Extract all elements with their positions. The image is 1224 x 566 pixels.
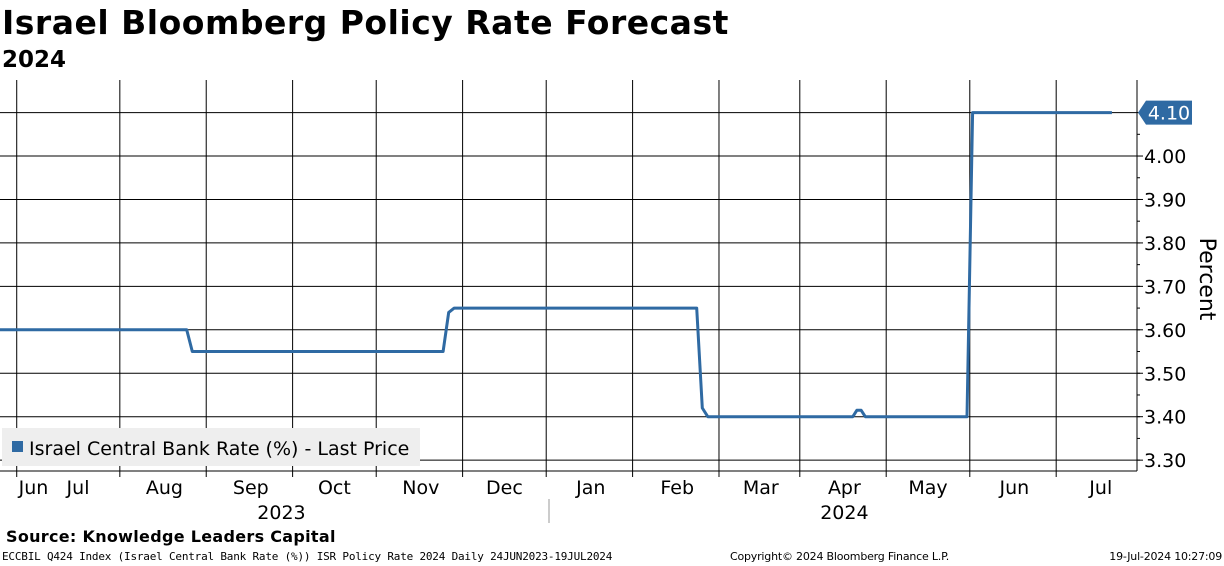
year-label: 2024 [820, 502, 868, 524]
copyright: Copyright© 2024 Bloomberg Finance L.P. [730, 550, 950, 563]
x-tick-label: Jun [18, 477, 49, 499]
x-tick-labels: Jun Jul Aug Sep Oct Nov Dec Jan Feb Mar Apr May Jun J… [16, 471, 1112, 499]
y-tick-labels: 3.30 3.40 3.50 3.60 3.70 3.80 3.90 4.00 [1137, 112, 1186, 472]
last-price-tag-bg [1138, 100, 1192, 125]
x-tick-label: Sep [233, 477, 269, 499]
x-tick-label: Dec [486, 477, 523, 499]
legend-bg [2, 428, 420, 466]
x-tick-label: Jul [1088, 477, 1112, 499]
y-tick-label: 3.40 [1144, 407, 1186, 429]
chart-title: Israel Bloomberg Policy Rate Forecast [2, 3, 729, 42]
x-tick-label: Jun [999, 477, 1030, 499]
x-tick-label: Nov [402, 477, 439, 499]
series-line [0, 111, 1112, 419]
x-tick-label: Feb [660, 477, 694, 499]
x-tick-label: Jan [575, 477, 605, 499]
x-tick-label: Apr [828, 477, 861, 499]
ticker-info: ECCBIL Q424 Index (Israel Central Bank R… [2, 550, 613, 563]
last-price-tag-label: 4.10 [1148, 103, 1190, 125]
chart-subtitle: 2024 [2, 47, 67, 73]
legend: Israel Central Bank Rate (%) - Last Pric… [2, 428, 420, 466]
x-tick-label: Jul [66, 477, 90, 499]
y-tick-label: 3.90 [1144, 189, 1186, 211]
y-tick-label: 4.00 [1144, 146, 1186, 168]
y-tick-label: 3.60 [1144, 320, 1186, 342]
x-tick-label: May [908, 477, 947, 499]
y-tick-label: 3.80 [1144, 233, 1186, 255]
timestamp: 19-Jul-2024 10:27:09 [1109, 550, 1222, 563]
y-tick-label: 3.30 [1144, 450, 1186, 472]
x-tick-label: Oct [318, 477, 351, 499]
year-label: 2023 [257, 502, 305, 524]
y-tick-label: 3.50 [1144, 363, 1186, 385]
y-tick-label: 3.70 [1144, 276, 1186, 298]
last-price-tag: 4.10 [1138, 100, 1192, 125]
legend-swatch [12, 441, 23, 452]
y-axis-title: Percent [1194, 238, 1219, 321]
x-tick-label: Aug [146, 477, 183, 499]
legend-label: Israel Central Bank Rate (%) - Last Pric… [29, 438, 409, 460]
gridlines [0, 80, 1137, 471]
source-note: Source: Knowledge Leaders Capital [6, 527, 336, 546]
x-tick-label: Mar [743, 477, 779, 499]
